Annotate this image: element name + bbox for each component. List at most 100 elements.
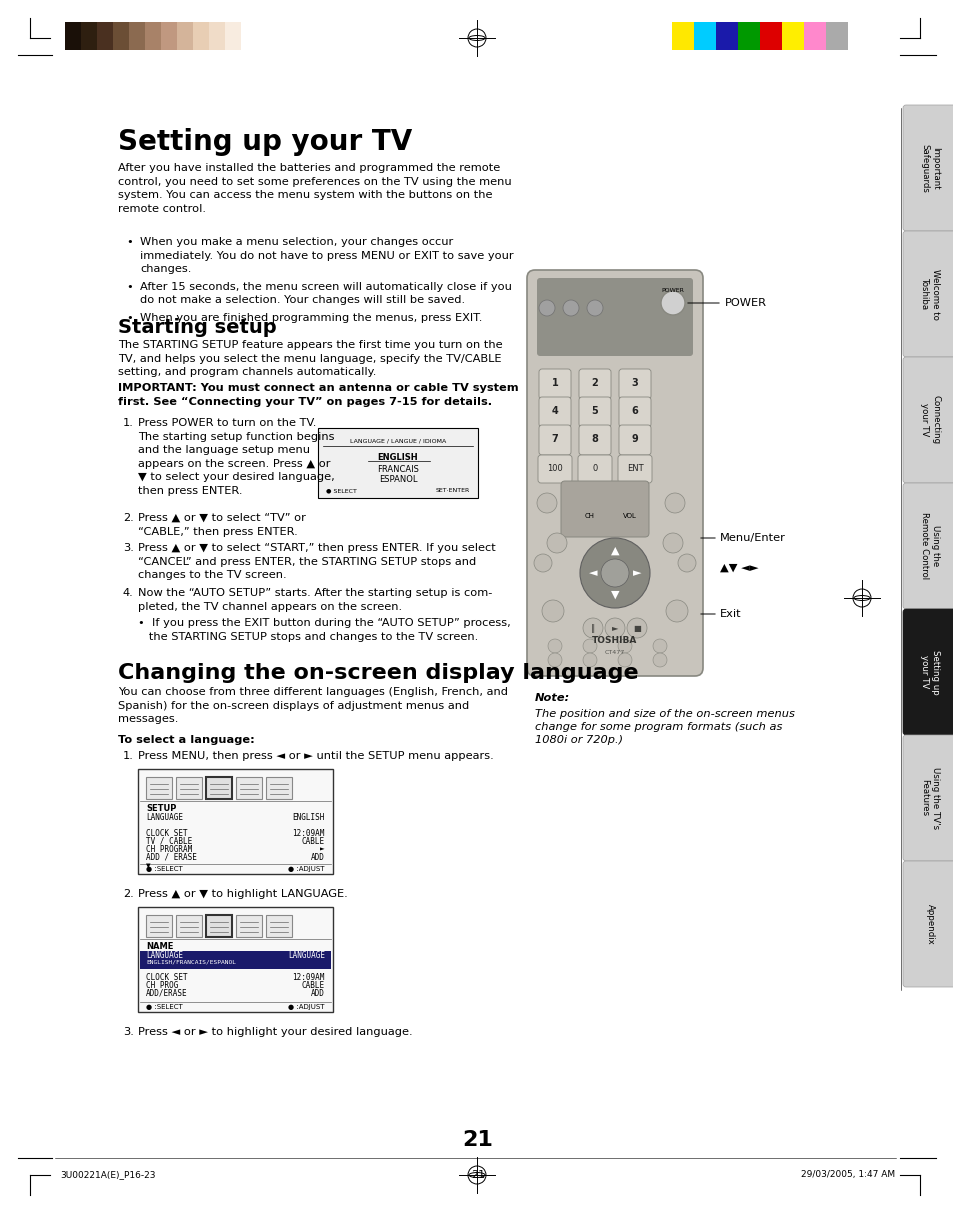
FancyBboxPatch shape — [618, 425, 650, 455]
FancyBboxPatch shape — [578, 397, 610, 427]
FancyBboxPatch shape — [902, 231, 953, 357]
FancyBboxPatch shape — [618, 397, 650, 427]
Text: TOSHIBA: TOSHIBA — [592, 636, 637, 644]
FancyBboxPatch shape — [902, 861, 953, 987]
Bar — [146, 916, 172, 937]
Text: ADD/ERASE: ADD/ERASE — [146, 989, 188, 998]
Text: Setting up
your TV: Setting up your TV — [919, 649, 939, 694]
Text: ‖: ‖ — [590, 624, 595, 632]
Circle shape — [604, 618, 624, 638]
Text: 2.: 2. — [123, 889, 133, 899]
Bar — [65, 22, 81, 50]
FancyBboxPatch shape — [537, 455, 572, 483]
Bar — [175, 777, 202, 799]
Bar — [225, 22, 241, 50]
Text: After 15 seconds, the menu screen will automatically close if you
do not make a : After 15 seconds, the menu screen will a… — [140, 281, 512, 305]
Text: ▲▼ ◄►: ▲▼ ◄► — [720, 563, 758, 573]
Bar — [175, 916, 202, 937]
Text: ENGLISH/FRANCAIS/ESPANOL: ENGLISH/FRANCAIS/ESPANOL — [146, 960, 235, 965]
Bar — [241, 22, 256, 50]
Bar — [140, 960, 331, 969]
Text: Press POWER to turn on the TV.
The starting setup function begins
and the langua: Press POWER to turn on the TV. The start… — [138, 418, 335, 497]
Text: NAME: NAME — [146, 942, 173, 951]
Bar — [671, 22, 693, 50]
Text: CLOCK SET: CLOCK SET — [146, 830, 188, 838]
Text: Important
Safeguards: Important Safeguards — [919, 144, 939, 193]
Text: Now the “AUTO SETUP” starts. After the starting setup is com-
pleted, the TV cha: Now the “AUTO SETUP” starts. After the s… — [138, 589, 492, 612]
Text: 21: 21 — [471, 1170, 484, 1180]
Bar — [138, 907, 333, 1012]
Circle shape — [600, 559, 628, 587]
Text: Connecting
your TV: Connecting your TV — [919, 396, 939, 444]
Circle shape — [586, 300, 602, 316]
FancyBboxPatch shape — [902, 483, 953, 609]
Bar — [825, 22, 847, 50]
Text: Using the
Remote Control: Using the Remote Control — [919, 512, 939, 580]
Circle shape — [547, 639, 561, 653]
Text: ▼: ▼ — [146, 861, 151, 869]
Text: CABLE: CABLE — [301, 837, 325, 846]
Text: 3.: 3. — [123, 543, 133, 553]
Bar — [738, 22, 760, 50]
Circle shape — [541, 599, 563, 622]
FancyBboxPatch shape — [902, 735, 953, 861]
Bar — [140, 951, 331, 962]
Bar — [146, 777, 172, 799]
Text: ADD / ERASE: ADD / ERASE — [146, 853, 196, 862]
Circle shape — [662, 533, 682, 553]
Bar — [177, 22, 193, 50]
Text: ENGLISH: ENGLISH — [377, 453, 417, 463]
Circle shape — [562, 300, 578, 316]
Text: CLOCK SET: CLOCK SET — [146, 972, 188, 982]
FancyBboxPatch shape — [538, 425, 571, 455]
Text: 2.: 2. — [123, 513, 133, 523]
Text: •: • — [126, 312, 132, 322]
Text: ►: ► — [611, 624, 618, 632]
FancyBboxPatch shape — [578, 425, 610, 455]
Circle shape — [664, 493, 684, 513]
Text: ● :ADJUST: ● :ADJUST — [288, 1004, 325, 1010]
Text: 7: 7 — [551, 434, 558, 444]
FancyBboxPatch shape — [902, 609, 953, 735]
Text: VOL: VOL — [622, 513, 637, 520]
Text: IMPORTANT: You must connect an antenna or cable TV system
first. See “Connecting: IMPORTANT: You must connect an antenna o… — [118, 383, 518, 407]
Text: POWER: POWER — [660, 288, 683, 293]
Text: Press ◄ or ► to highlight your desired language.: Press ◄ or ► to highlight your desired l… — [138, 1027, 413, 1037]
FancyBboxPatch shape — [538, 369, 571, 398]
Text: LANGUAGE: LANGUAGE — [146, 813, 183, 822]
Text: 3U00221A(E)_P16-23: 3U00221A(E)_P16-23 — [60, 1170, 155, 1180]
Text: Press ▲ or ▼ to select “START,” then press ENTER. If you select
“CANCEL” and pre: Press ▲ or ▼ to select “START,” then pre… — [138, 543, 496, 580]
Text: The position and size of the on-screen menus
change for some program formats (su: The position and size of the on-screen m… — [535, 708, 794, 746]
Circle shape — [660, 291, 684, 315]
Text: Menu/Enter: Menu/Enter — [720, 533, 785, 543]
Bar — [760, 22, 781, 50]
Bar — [138, 769, 333, 874]
Circle shape — [534, 553, 552, 572]
Circle shape — [665, 599, 687, 622]
Text: 12:09AM: 12:09AM — [293, 830, 325, 838]
FancyBboxPatch shape — [618, 455, 651, 483]
Circle shape — [626, 618, 646, 638]
Text: 8: 8 — [591, 434, 598, 444]
Bar — [161, 22, 177, 50]
Text: ● :SELECT: ● :SELECT — [146, 866, 183, 872]
Text: Press MENU, then press ◄ or ► until the SETUP menu appears.: Press MENU, then press ◄ or ► until the … — [138, 751, 494, 761]
Text: 1.: 1. — [123, 418, 133, 427]
Text: ADD: ADD — [311, 853, 325, 862]
Text: When you make a menu selection, your changes occur
immediately. You do not have : When you make a menu selection, your cha… — [140, 237, 513, 274]
Circle shape — [582, 653, 597, 667]
Text: 6: 6 — [631, 406, 638, 417]
Text: Appendix: Appendix — [924, 903, 934, 945]
Bar — [129, 22, 145, 50]
Text: ● SELECT: ● SELECT — [326, 488, 356, 493]
Text: LANGUAGE: LANGUAGE — [146, 951, 183, 960]
Text: 0: 0 — [592, 464, 597, 472]
Text: CABLE: CABLE — [301, 981, 325, 991]
Text: CH PROG: CH PROG — [146, 981, 178, 991]
Bar — [206, 777, 232, 799]
Text: 1: 1 — [551, 378, 558, 388]
Text: Welcome to
Toshiba: Welcome to Toshiba — [919, 269, 939, 320]
Text: 12:09AM: 12:09AM — [293, 972, 325, 982]
Text: 3: 3 — [631, 378, 638, 388]
Bar — [716, 22, 738, 50]
